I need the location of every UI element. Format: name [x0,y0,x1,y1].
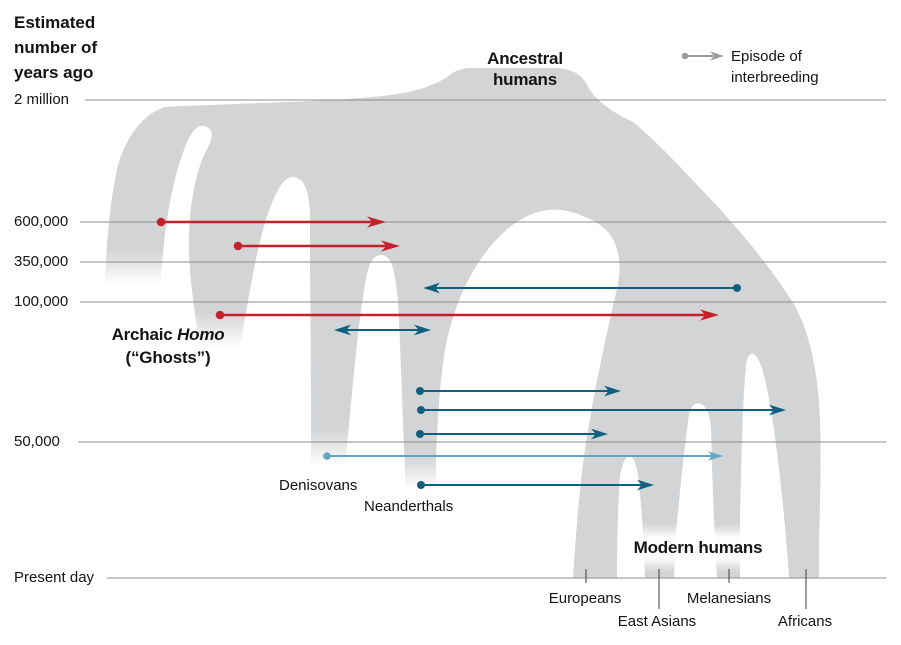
denisovans-label: Denisovans [279,477,358,494]
interbreeding-arrow-neanderthals-to-east-asians [417,479,654,491]
interbreeding-arrow-denisovans-neanderthals-mutual [334,324,431,336]
interbreeding-arrow-ghost-to-modern-humans [215,309,719,321]
interbreeding-arrows-layer [156,216,786,491]
neanderthal-tip-fade [395,454,445,498]
figure-title-line2: number of [14,38,98,57]
interbreeding-arrow-denisovans-to-melanesians [323,451,723,461]
population-label-africans: Africans [777,613,833,630]
population-label-melanesians: Melanesians [686,590,772,607]
axis-label-600000: 600,000 [14,213,69,230]
ancestral-humans-label: Ancestral humans [487,49,563,89]
figure-title-line3: years ago [14,63,94,82]
archaic-homo-ghosts-label: Archaic Homo (“Ghosts”) [104,323,232,369]
archaic-label-italic: Homo [177,325,225,344]
phylogeny-tree-shape [105,68,821,578]
axis-label-100000: 100,000 [14,293,69,310]
time-gridlines [78,99,886,579]
archaic-label-line2: (“Ghosts”) [125,348,211,367]
modern-humans-label: Modern humans [633,538,763,557]
legend-label-line2: interbreeding [731,69,819,86]
interbreeding-arrow-neanderthals-to-modern-3 [416,428,608,440]
legend-label: Episode of interbreeding [731,46,819,88]
population-ticks [585,569,807,609]
figure-title-line1: Estimated [14,13,96,32]
interbreeding-arrow-neanderthals-to-modern-1 [416,385,621,397]
interbreeding-arrow-ghost-to-nea-den-ancestor-2 [233,240,400,252]
figure-title: Estimated number of years ago [14,10,97,85]
axis-label-50000: 50,000 [14,433,60,450]
ghost-lineage-2-fade [182,310,250,356]
neanderthals-label: Neanderthals [364,498,454,515]
axis-label-present-day: Present day [14,569,95,586]
denisovan-tip-fade [301,428,353,474]
axis-label-350000: 350,000 [14,253,69,270]
modern-humans-label-gap-fade [627,524,773,572]
ghost-lineage-1-fade [96,248,174,294]
archaic-label-regular: Archaic [111,325,173,344]
interbreeding-arrow-ghost-to-nea-den-ancestor-1 [156,216,386,228]
interbreeding-arrow-neanderthals-to-modern-2 [417,404,786,416]
lineage-fadeouts [96,248,773,572]
legend-label-line1: Episode of [731,48,802,65]
interbreeding-arrow-modern-to-neanderthals [423,282,741,294]
interbreeding-arrow-icon [681,51,724,61]
population-label-europeans: Europeans [548,590,622,607]
axis-label-2-million: 2 million [14,91,70,108]
population-label-east-asians: East Asians [617,613,697,630]
